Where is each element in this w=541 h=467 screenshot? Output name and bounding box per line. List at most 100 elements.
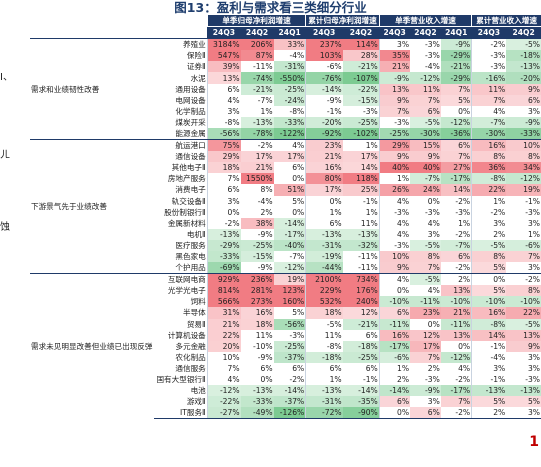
value-cell: 13% bbox=[506, 329, 541, 341]
value-cell: -15% bbox=[240, 250, 274, 263]
value-cell: 6% bbox=[206, 184, 241, 196]
value-cell: 11% bbox=[410, 83, 441, 95]
value-cell: -12% bbox=[206, 385, 241, 397]
table-row: 饲料 566% 273% 160% 532% 240% -10% -11% -10% -10% -1… bbox=[30, 296, 541, 308]
value-cell: 5% bbox=[471, 285, 507, 297]
value-cell: -3% bbox=[378, 116, 411, 128]
value-cell: -21% bbox=[240, 83, 274, 95]
industry-label: 水泥 bbox=[190, 73, 206, 83]
table-row: 保险Ⅱ 547% 87% -4% 103% 28% 35% -3% -29% -3% -18% bbox=[30, 50, 541, 62]
value-cell: 2% bbox=[378, 374, 411, 386]
value-cell: 7% bbox=[440, 396, 472, 408]
value-cell: 23% bbox=[305, 139, 343, 152]
value-cell: -7% bbox=[471, 116, 507, 128]
value-cell: 14% bbox=[440, 184, 472, 196]
value-cell: -44% bbox=[305, 262, 343, 275]
value-cell: -12% bbox=[440, 116, 472, 128]
value-cell: 15% bbox=[410, 139, 441, 152]
value-cell: 14% bbox=[471, 329, 507, 341]
value-cell: -5% bbox=[410, 116, 441, 128]
value-cell: -4% bbox=[425, 62, 440, 72]
value-cell: 6% bbox=[305, 217, 343, 229]
value-cell: 0% bbox=[471, 273, 507, 286]
value-cell: 22% bbox=[471, 184, 507, 196]
value-cell: -12% bbox=[506, 173, 541, 185]
value-cell: 3% bbox=[206, 105, 241, 117]
value-cell: 123% bbox=[273, 285, 306, 297]
value-cell: 4% bbox=[273, 139, 306, 152]
value-cell: -3% bbox=[378, 206, 411, 218]
value-cell: -1% bbox=[525, 196, 540, 206]
value-cell: -40% bbox=[273, 239, 306, 251]
value-cell: -9% bbox=[440, 38, 472, 51]
value-cell: 12% bbox=[410, 329, 441, 341]
value-cell: -32% bbox=[342, 239, 380, 251]
period-header: 24Q3 bbox=[207, 26, 241, 39]
value-cell: -12% bbox=[440, 351, 472, 363]
table-row: 计算机设备 22% 11% -3% 11% 6% 16% 12% 13% 14% 13% bbox=[30, 329, 541, 341]
value-cell: 5% bbox=[471, 262, 507, 275]
value-cell: -25% bbox=[240, 239, 274, 251]
value-cell: 31% bbox=[206, 307, 241, 319]
value-cell: 281% bbox=[240, 285, 274, 297]
value-cell: -31% bbox=[305, 239, 343, 251]
value-cell: -72% bbox=[305, 407, 343, 420]
industry-label: 轨交设备Ⅱ bbox=[171, 196, 206, 206]
value-cell: 2100% bbox=[305, 273, 343, 286]
value-cell: -21% bbox=[440, 61, 472, 73]
value-cell: 6% bbox=[378, 396, 411, 408]
value-cell: -10% bbox=[506, 296, 541, 308]
table-row: 水泥 13% -74% -550% -76% -107% -9% -12% -29% -16% -2… bbox=[30, 72, 541, 84]
industry-label: 股份制银行Ⅱ bbox=[164, 207, 206, 217]
value-cell: 3% bbox=[471, 362, 507, 374]
value-cell: 16% bbox=[471, 307, 507, 319]
industry-label: 其他电子Ⅱ bbox=[171, 163, 206, 173]
value-cell: 7% bbox=[440, 83, 472, 95]
value-cell: -18% bbox=[305, 351, 343, 363]
period-header: 24Q3 bbox=[471, 26, 507, 39]
value-cell: -56% bbox=[273, 318, 306, 330]
value-cell: 3% bbox=[471, 217, 507, 229]
value-cell: 5% bbox=[506, 396, 541, 408]
value-cell: 3% bbox=[527, 106, 540, 116]
value-cell: -25% bbox=[273, 83, 306, 95]
value-cell: -11% bbox=[440, 318, 472, 330]
value-cell: -12% bbox=[273, 262, 306, 275]
value-cell: -25% bbox=[273, 340, 306, 352]
value-cell: -122% bbox=[273, 127, 306, 141]
value-cell: -7% bbox=[410, 173, 441, 185]
value-cell: -5% bbox=[471, 239, 507, 251]
value-cell: -17% bbox=[273, 228, 306, 240]
value-cell: 2% bbox=[471, 407, 507, 420]
value-cell: -3% bbox=[425, 207, 440, 217]
value-cell: -13% bbox=[206, 228, 241, 240]
value-cell: -7% bbox=[440, 239, 472, 251]
value-cell: 3% bbox=[427, 229, 440, 239]
industry-label: 光学光电子 bbox=[167, 286, 206, 296]
value-cell: -8% bbox=[289, 106, 305, 116]
value-cell: -7% bbox=[289, 252, 305, 262]
value-cell: 1% bbox=[342, 139, 380, 152]
period-header: 24Q2 bbox=[410, 26, 441, 39]
value-cell: 6% bbox=[410, 407, 441, 420]
value-cell: 2% bbox=[440, 273, 472, 286]
value-cell: -20% bbox=[506, 72, 541, 84]
value-cell: -6% bbox=[378, 351, 411, 363]
value-cell: 8% bbox=[506, 285, 541, 297]
value-cell: 39% bbox=[206, 61, 241, 73]
table-row: 黑色家电 -33% -15% -7% -19% -11% 10% 8% 6% 8% 7% bbox=[30, 250, 541, 263]
clipped-right-text: 1 bbox=[529, 434, 539, 450]
value-cell: -30% bbox=[410, 127, 441, 141]
value-cell: 7% bbox=[471, 94, 507, 106]
value-cell: 11% bbox=[255, 330, 273, 340]
value-cell: -13% bbox=[305, 385, 343, 397]
value-cell: -9% bbox=[257, 352, 273, 362]
industry-label: 电网设备 bbox=[175, 95, 206, 105]
value-cell: -2% bbox=[455, 196, 471, 206]
value-cell: 5% bbox=[292, 196, 305, 206]
value-cell: 13% bbox=[440, 329, 472, 341]
value-cell: -10% bbox=[252, 341, 273, 351]
value-cell: -3% bbox=[425, 375, 440, 385]
value-cell: 6% bbox=[440, 250, 472, 263]
value-cell: -11% bbox=[342, 262, 380, 275]
